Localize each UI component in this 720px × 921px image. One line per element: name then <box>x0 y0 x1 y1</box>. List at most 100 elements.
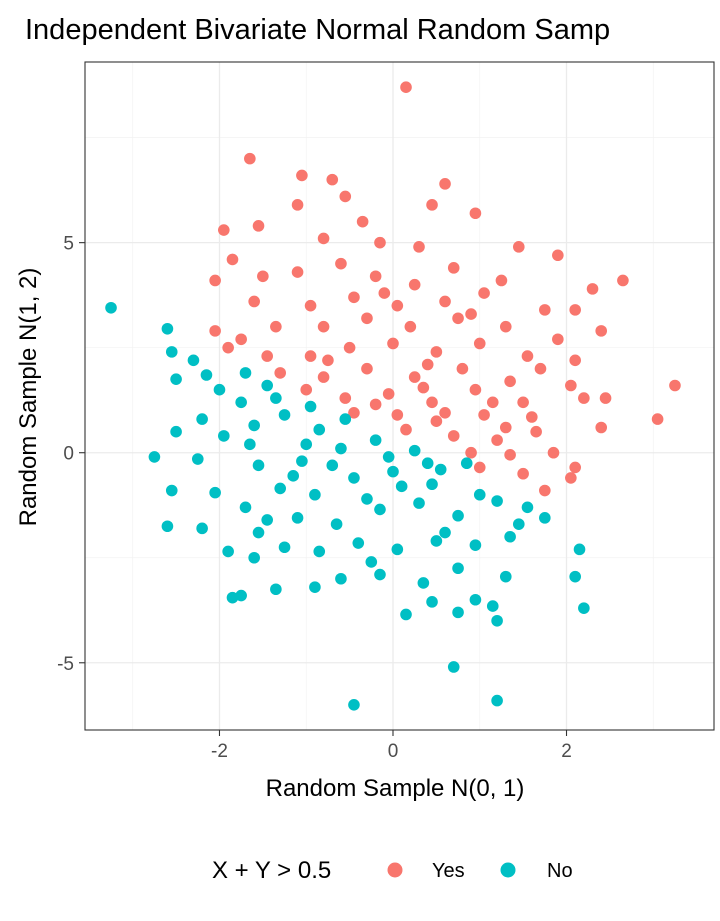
data-point-yes <box>669 379 681 392</box>
data-point-yes <box>339 392 352 404</box>
data-point-yes <box>235 333 247 346</box>
data-point-yes <box>552 249 564 262</box>
data-point-yes <box>426 199 438 211</box>
data-point-no <box>218 430 230 442</box>
data-point-yes <box>317 371 330 383</box>
data-point-yes <box>361 362 373 375</box>
data-point-yes <box>469 383 482 396</box>
x-axis-ticks: -2 0 2 <box>211 730 572 762</box>
data-point-no <box>278 409 291 421</box>
data-point-yes <box>447 430 460 442</box>
data-point-no <box>244 438 256 451</box>
data-point-yes <box>599 392 612 404</box>
y-axis-title: Random Sample N(1, 2) <box>15 268 42 527</box>
data-point-yes <box>348 291 360 304</box>
y-axis-ticks: -5 0 5 <box>57 234 85 675</box>
data-point-no <box>239 367 252 379</box>
data-point-no <box>408 444 421 457</box>
data-point-yes <box>369 398 382 411</box>
data-point-no <box>504 530 516 543</box>
data-point-no <box>573 543 586 556</box>
data-point-yes <box>517 396 529 409</box>
data-point-yes <box>534 362 547 375</box>
data-point-yes <box>335 257 347 270</box>
legend: X + Y > 0.5 Yes No <box>212 857 573 884</box>
data-point-no <box>161 520 174 533</box>
minor-gridlines <box>85 62 714 730</box>
legend-label-yes: Yes <box>432 860 465 882</box>
data-point-no <box>335 572 347 585</box>
data-point-yes <box>304 350 317 362</box>
data-point-yes <box>417 381 430 394</box>
data-point-no <box>200 369 213 381</box>
data-point-yes <box>569 461 581 474</box>
data-point-yes <box>326 173 339 186</box>
data-point-yes <box>304 299 317 312</box>
data-point-yes <box>387 337 399 350</box>
x-axis-title: Random Sample N(0, 1) <box>266 775 525 802</box>
data-point-no <box>326 459 339 472</box>
data-point-yes <box>348 407 360 419</box>
data-point-yes <box>317 232 330 245</box>
data-point-no <box>287 470 300 482</box>
data-point-no <box>335 442 347 455</box>
data-point-yes <box>322 354 334 367</box>
data-point-yes <box>504 449 516 461</box>
data-point-no <box>296 455 308 467</box>
data-point-yes <box>209 274 221 287</box>
data-point-no <box>512 518 525 530</box>
data-point-yes <box>499 421 512 434</box>
data-point-no <box>291 512 304 524</box>
data-point-yes <box>539 484 551 497</box>
data-point-yes <box>465 308 477 320</box>
data-point-yes <box>530 425 542 438</box>
data-point-no <box>352 537 365 549</box>
data-point-yes <box>408 371 421 383</box>
data-point-no <box>252 526 265 539</box>
data-point-yes <box>456 362 469 375</box>
data-point-no <box>395 480 408 493</box>
data-point-yes <box>400 423 412 436</box>
data-point-yes <box>539 304 551 316</box>
data-point-yes <box>291 266 304 278</box>
chart-title: Independent Bivariate Normal Random Samp <box>25 14 610 46</box>
data-point-yes <box>408 278 421 291</box>
data-point-yes <box>339 190 352 203</box>
data-point-yes <box>274 367 287 379</box>
data-point-yes <box>504 375 516 388</box>
data-point-no <box>439 526 451 539</box>
data-point-yes <box>595 325 608 337</box>
data-point-yes <box>439 407 451 419</box>
data-point-yes <box>400 81 412 94</box>
data-point-no <box>413 497 425 509</box>
data-point-no <box>391 543 404 556</box>
data-point-yes <box>565 379 577 392</box>
data-point-no <box>239 501 252 514</box>
data-point-yes <box>439 178 451 190</box>
data-point-yes <box>473 461 486 474</box>
data-point-no <box>348 698 360 711</box>
data-point-yes <box>296 169 308 182</box>
data-point-yes <box>495 274 508 287</box>
data-point-yes <box>569 354 581 367</box>
data-point-no <box>447 661 460 673</box>
data-point-no <box>382 451 395 463</box>
data-point-no <box>539 512 551 524</box>
data-point-yes <box>300 383 313 396</box>
data-point-no <box>417 577 430 589</box>
data-point-yes <box>491 434 503 446</box>
data-point-no <box>309 581 321 593</box>
data-point-no <box>430 535 443 547</box>
data-point-no <box>235 396 247 409</box>
data-point-yes <box>547 446 560 459</box>
data-point-yes <box>552 333 564 346</box>
y-tick-label: 0 <box>63 444 74 465</box>
data-point-no <box>235 589 247 602</box>
data-point-yes <box>421 358 434 371</box>
data-point-no <box>105 301 117 314</box>
data-point-no <box>165 484 178 497</box>
data-point-yes <box>378 287 391 299</box>
data-point-yes <box>369 270 382 283</box>
series-no-points <box>105 301 590 711</box>
data-point-yes <box>447 262 460 274</box>
